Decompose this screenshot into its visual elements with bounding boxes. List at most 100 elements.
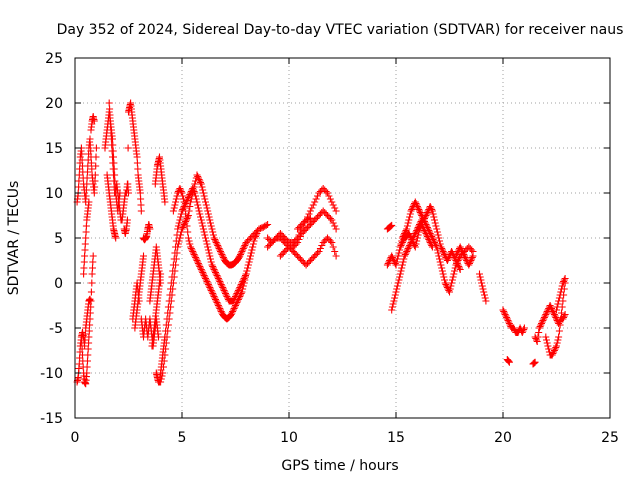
data-point — [453, 251, 461, 258]
data-point — [555, 297, 563, 305]
data-point — [199, 225, 207, 233]
data-point — [199, 270, 207, 278]
data-point — [447, 282, 455, 290]
data-point — [437, 243, 445, 251]
data-point — [401, 252, 409, 260]
data-point — [232, 302, 239, 309]
data-point — [269, 237, 277, 245]
data-point — [107, 123, 115, 131]
data-point — [428, 207, 436, 215]
data-point — [84, 345, 92, 353]
data-point — [540, 315, 548, 323]
data-point — [229, 306, 237, 314]
data-point — [86, 321, 94, 329]
data-point — [555, 320, 563, 327]
data-point — [185, 192, 193, 200]
data-point — [420, 216, 428, 224]
data-point — [466, 260, 473, 267]
data-point — [404, 219, 412, 227]
data-point — [133, 153, 141, 161]
data-point — [262, 221, 270, 229]
data-point — [469, 252, 477, 260]
data-point — [281, 248, 289, 255]
x-tick-labels: 0 5 10 15 20 25 — [71, 430, 619, 446]
data-point — [82, 222, 90, 230]
data-point — [177, 228, 185, 236]
data-point — [541, 312, 549, 320]
data-point — [415, 206, 423, 213]
data-point — [179, 224, 187, 231]
data-point — [201, 195, 209, 203]
data-point — [187, 245, 195, 252]
data-point — [396, 246, 404, 254]
data-point — [394, 252, 402, 260]
data-point — [329, 201, 337, 209]
data-point — [194, 260, 202, 267]
data-point — [481, 291, 488, 299]
data-point — [222, 290, 229, 297]
data-point — [388, 306, 396, 314]
data-point — [480, 288, 488, 296]
data-point — [456, 264, 463, 272]
y-tick-label: 25 — [45, 51, 63, 67]
data-point — [440, 249, 448, 257]
data-point — [169, 267, 177, 275]
data-point — [172, 243, 180, 251]
data-point — [505, 358, 513, 366]
data-point — [298, 257, 306, 264]
data-point — [386, 223, 394, 231]
data-point — [505, 357, 513, 365]
data-point — [107, 129, 115, 137]
data-point — [416, 209, 424, 216]
data-point — [185, 237, 193, 245]
data-point — [192, 255, 200, 263]
data-point — [427, 204, 435, 212]
data-point — [197, 266, 205, 273]
data-point — [407, 234, 415, 242]
data-point — [383, 261, 391, 269]
data-point — [436, 237, 443, 245]
data-point — [403, 222, 411, 230]
data-point — [413, 234, 421, 242]
x-tick-label: 25 — [601, 430, 619, 446]
data-point — [231, 303, 239, 311]
data-point — [87, 297, 95, 305]
data-point — [86, 135, 94, 143]
data-point — [395, 249, 403, 257]
data-point — [212, 270, 220, 278]
data-point — [182, 216, 190, 224]
data-point — [192, 192, 200, 200]
data-point — [399, 237, 407, 245]
data-point — [83, 180, 91, 188]
data-point — [108, 147, 116, 155]
data-point — [209, 290, 217, 297]
data-point — [214, 243, 222, 251]
data-point — [182, 200, 190, 207]
data-point — [184, 228, 192, 236]
data-point — [218, 251, 226, 258]
data-point — [239, 282, 247, 290]
data-point — [188, 246, 196, 254]
data-point — [456, 266, 464, 273]
data-point — [186, 191, 194, 198]
data-point — [136, 189, 144, 197]
data-point — [89, 258, 97, 266]
data-point — [82, 228, 90, 236]
data-point — [326, 237, 334, 245]
data-point — [292, 240, 300, 248]
data-point — [424, 234, 432, 242]
data-point — [217, 281, 225, 288]
data-point — [240, 243, 248, 251]
data-point — [451, 255, 459, 263]
data-point — [409, 239, 417, 246]
data-point — [561, 311, 569, 318]
data-point — [432, 222, 440, 230]
data-point — [204, 246, 212, 254]
data-point — [208, 261, 216, 269]
data-point — [137, 201, 145, 209]
data-point — [195, 207, 203, 215]
data-point — [170, 255, 178, 263]
data-point — [197, 180, 205, 188]
data-point — [306, 207, 314, 215]
data-point — [77, 333, 85, 341]
